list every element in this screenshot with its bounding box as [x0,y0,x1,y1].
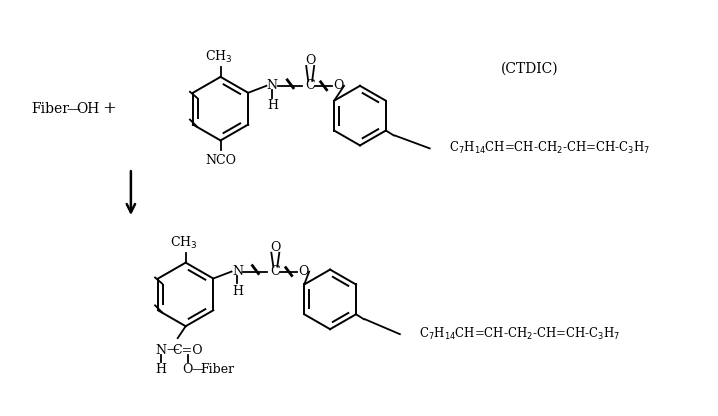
Text: NCO: NCO [205,154,236,167]
Text: C: C [305,79,315,92]
Text: O: O [333,79,343,92]
Text: (CTDIC): (CTDIC) [500,62,558,76]
Text: C: C [271,265,280,278]
Text: O: O [305,54,315,67]
Text: H: H [267,99,278,112]
Text: CH$_3$: CH$_3$ [170,235,197,251]
Text: O: O [270,241,281,254]
Text: H: H [232,285,243,298]
Text: OH: OH [76,102,100,116]
Text: H: H [155,364,167,376]
Text: C$_7$H$_{14}$CH=CH-CH$_2$-CH=CH-C$_3$H$_7$: C$_7$H$_{14}$CH=CH-CH$_2$-CH=CH-C$_3$H$_… [419,326,620,342]
Text: CH$_3$: CH$_3$ [205,49,233,65]
Text: —: — [167,344,179,357]
Text: Fiber: Fiber [32,102,69,116]
Text: C$_7$H$_{14}$CH=CH-CH$_2$-CH=CH-C$_3$H$_7$: C$_7$H$_{14}$CH=CH-CH$_2$-CH=CH-C$_3$H$_… [449,140,650,156]
Text: O: O [182,364,193,376]
Text: N: N [155,344,167,357]
Text: O: O [298,265,309,278]
Text: —: — [192,364,204,376]
Text: N: N [232,265,243,278]
Text: Fiber: Fiber [200,364,235,376]
Text: —: — [66,102,80,116]
Text: C=O: C=O [172,344,203,357]
Text: N: N [267,79,278,92]
Text: +: + [102,100,116,117]
